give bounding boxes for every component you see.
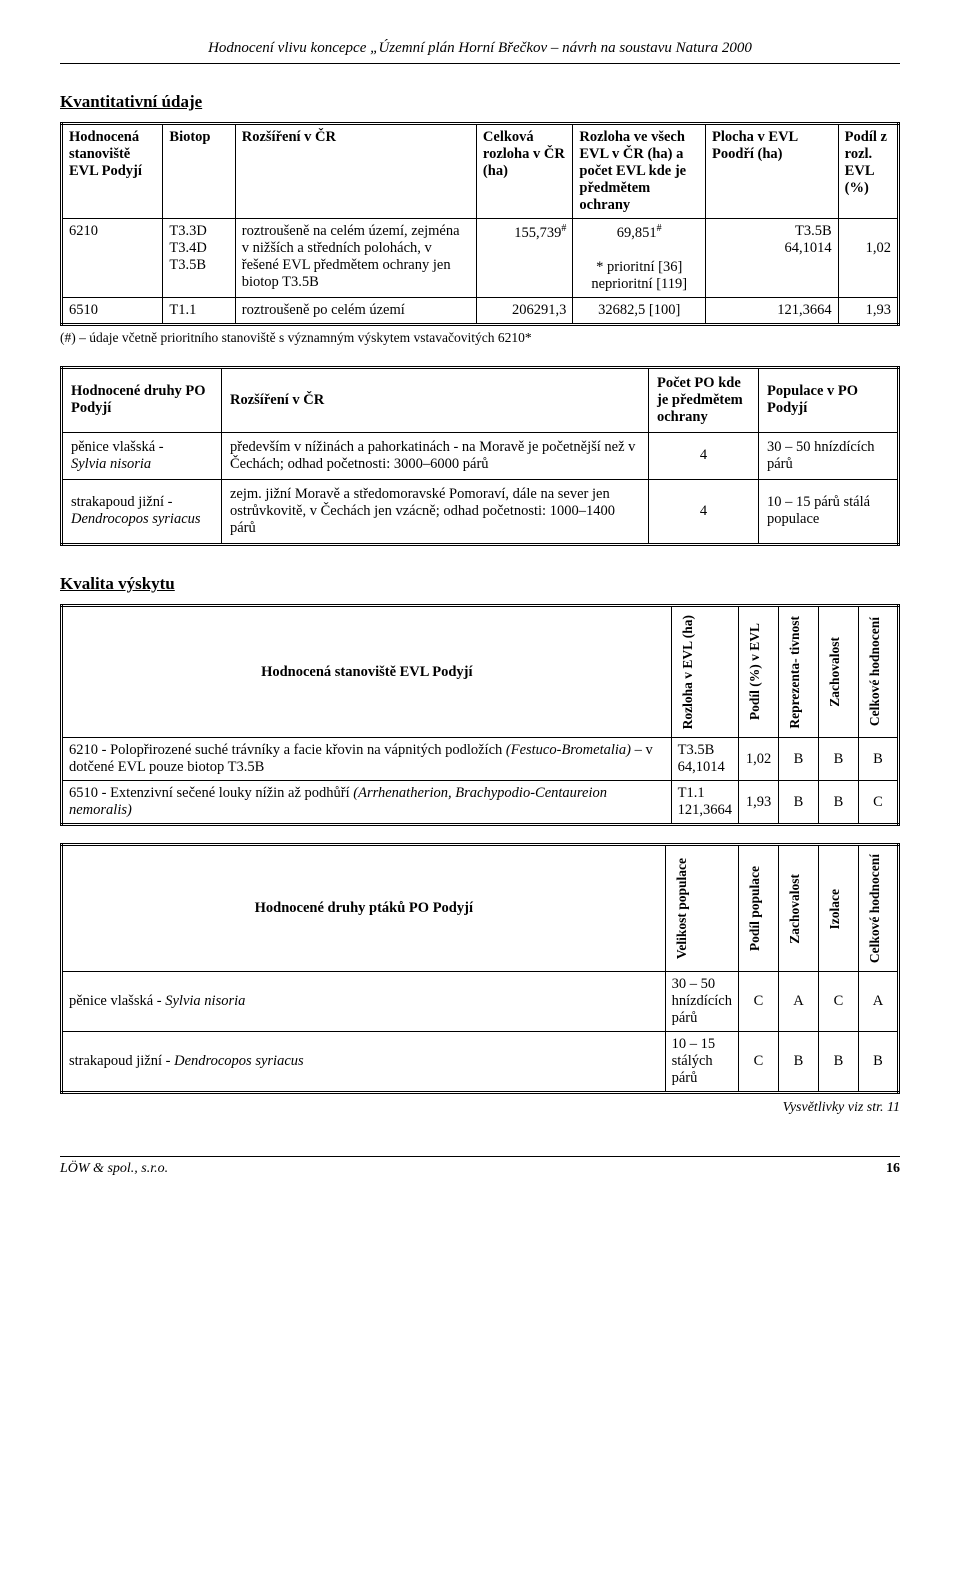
t1-footnote: (#) – údaje včetně prioritního stanovišt… <box>60 330 900 346</box>
t1-r1-c6: T3.5B 64,1014 <box>706 219 839 298</box>
t2-r1-c2: především v nížinách a pahorkatinách - n… <box>222 432 649 479</box>
explanatory-note: Vysvětlivky viz str. 11 <box>60 1100 900 1116</box>
t4-h4: Zachovalost <box>785 870 805 948</box>
footer-company: LÖW & spol., s.r.o. <box>60 1161 168 1177</box>
t4-r2-c2: 10 – 15 stálých párů <box>665 1032 738 1093</box>
t2-r2-c3: 4 <box>649 479 759 544</box>
t3-r1-c3: 1,02 <box>739 738 779 781</box>
t4-r2-c4: B <box>779 1032 819 1093</box>
table-qual-species: Hodnocené druhy ptáků PO Podyjí Velikost… <box>60 843 900 1094</box>
t4-r2-c1: strakapoud jižní - Dendrocopos syriacus <box>62 1032 666 1093</box>
table-quant-species: Hodnocené druhy PO Podyjí Rozšíření v ČR… <box>60 366 900 546</box>
t4-r2-c5: B <box>819 1032 859 1093</box>
t3-r2-c6: C <box>859 781 899 825</box>
t2-r2-c1: strakapoud jižní -Dendrocopos syriacus <box>62 479 222 544</box>
table-row: strakapoud jižní - Dendrocopos syriacus … <box>62 1032 899 1093</box>
t1-r1-c3: roztroušeně na celém území, zejména v ni… <box>235 219 476 298</box>
t1-h3: Rozšíření v ČR <box>235 124 476 219</box>
t1-h6: Plocha v EVL Poodří (ha) <box>706 124 839 219</box>
t1-h5: Rozloha ve všech EVL v ČR (ha) a počet E… <box>573 124 706 219</box>
t1-r1-c5: 69,851# * prioritní [36] neprioritní [11… <box>573 219 706 298</box>
t1-h4: Celková rozloha v ČR (ha) <box>476 124 572 219</box>
t4-h6: Celkové hodnocení <box>865 850 885 967</box>
t3-r1-c2: T3.5B 64,1014 <box>671 738 738 781</box>
t2-h3: Počet PO kde je předmětem ochrany <box>649 367 759 432</box>
t3-h3: Podíl (%) v EVL <box>745 619 765 724</box>
t4-h2: Velikost populace <box>672 854 692 963</box>
t4-h5: Izolace <box>825 885 845 933</box>
t1-r2-c4: 206291,3 <box>476 297 572 324</box>
t3-r2-c3: 1,93 <box>739 781 779 825</box>
t1-r1-c1: 6210 <box>62 219 163 298</box>
table-row: 6210 T3.3D T3.4D T3.5B roztroušeně na ce… <box>62 219 899 298</box>
t1-r1-c7: 1,02 <box>838 219 898 298</box>
t1-r2-c7: 1,93 <box>838 297 898 324</box>
t4-r1-c2: 30 – 50 hnízdících párů <box>665 972 738 1032</box>
t2-r2-c2: zejm. jižní Moravě a středomoravské Pomo… <box>222 479 649 544</box>
t2-r2-c4: 10 – 15 párů stálá populace <box>759 479 899 544</box>
t1-r1-c2: T3.3D T3.4D T3.5B <box>163 219 235 298</box>
table-row: strakapoud jižní -Dendrocopos syriacus z… <box>62 479 899 544</box>
page-footer: LÖW & spol., s.r.o. 16 <box>60 1156 900 1177</box>
t2-h1: Hodnocené druhy PO Podyjí <box>62 367 222 432</box>
footer-page-number: 16 <box>886 1161 900 1177</box>
t3-h4: Reprezenta- tivnost <box>785 612 805 733</box>
table-quant-habitat: Hodnocená stanoviště EVL Podyjí Biotop R… <box>60 122 900 326</box>
t4-h3: Podíl populace <box>745 862 765 955</box>
header-rule <box>60 63 900 64</box>
t1-r2-c5: 32682,5 [100] <box>573 297 706 324</box>
doc-header: Hodnocení vlivu koncepce „Územní plán Ho… <box>60 40 900 57</box>
t1-r2-c3: roztroušeně po celém území <box>235 297 476 324</box>
t3-r1-c6: B <box>859 738 899 781</box>
t3-r2-c4: B <box>779 781 819 825</box>
t1-r1-c4: 155,739# <box>476 219 572 298</box>
table-row: pěnice vlašská -Sylvia nisoria především… <box>62 432 899 479</box>
table-row: 6510 T1.1 roztroušeně po celém území 206… <box>62 297 899 324</box>
t1-h7: Podíl z rozl. EVL (%) <box>838 124 898 219</box>
t4-h1: Hodnocené druhy ptáků PO Podyjí <box>62 845 666 972</box>
t2-r1-c1: pěnice vlašská -Sylvia nisoria <box>62 432 222 479</box>
t1-r2-c2: T1.1 <box>163 297 235 324</box>
t1-r2-c1: 6510 <box>62 297 163 324</box>
table-row: 6510 - Extenzivní sečené louky nížin až … <box>62 781 899 825</box>
t1-h2: Biotop <box>163 124 235 219</box>
table-row: 6210 - Polopřirozené suché trávníky a fa… <box>62 738 899 781</box>
table-row: pěnice vlašská - Sylvia nisoria 30 – 50 … <box>62 972 899 1032</box>
section-title-quant: Kvantitativní údaje <box>60 92 900 112</box>
t4-r2-c3: C <box>739 1032 779 1093</box>
t2-r1-c3: 4 <box>649 432 759 479</box>
t3-r2-c2: T1.1 121,3664 <box>671 781 738 825</box>
t1-r2-c6: 121,3664 <box>706 297 839 324</box>
t4-r1-c5: C <box>819 972 859 1032</box>
t3-h5: Zachovalost <box>825 633 845 711</box>
section-title-qual: Kvalita výskytu <box>60 574 900 594</box>
t3-r2-c1: 6510 - Extenzivní sečené louky nížin až … <box>62 781 672 825</box>
t3-r1-c5: B <box>819 738 859 781</box>
t3-h1: Hodnocená stanoviště EVL Podyjí <box>62 605 672 737</box>
t4-r2-c6: B <box>859 1032 899 1093</box>
t2-h4: Populace v PO Podyjí <box>759 367 899 432</box>
t4-r1-c4: A <box>779 972 819 1032</box>
t3-h6: Celkové hodnocení <box>865 613 885 730</box>
t4-r1-c1: pěnice vlašská - Sylvia nisoria <box>62 972 666 1032</box>
t4-r1-c6: A <box>859 972 899 1032</box>
t1-h1: Hodnocená stanoviště EVL Podyjí <box>62 124 163 219</box>
t3-h2: Rozloha v EVL (ha) <box>678 611 698 733</box>
t2-r1-c4: 30 – 50 hnízdících párů <box>759 432 899 479</box>
t3-r1-c4: B <box>779 738 819 781</box>
t3-r2-c5: B <box>819 781 859 825</box>
t2-h2: Rozšíření v ČR <box>222 367 649 432</box>
t3-r1-c1: 6210 - Polopřirozené suché trávníky a fa… <box>62 738 672 781</box>
t4-r1-c3: C <box>739 972 779 1032</box>
table-qual-habitat: Hodnocená stanoviště EVL Podyjí Rozloha … <box>60 604 900 826</box>
